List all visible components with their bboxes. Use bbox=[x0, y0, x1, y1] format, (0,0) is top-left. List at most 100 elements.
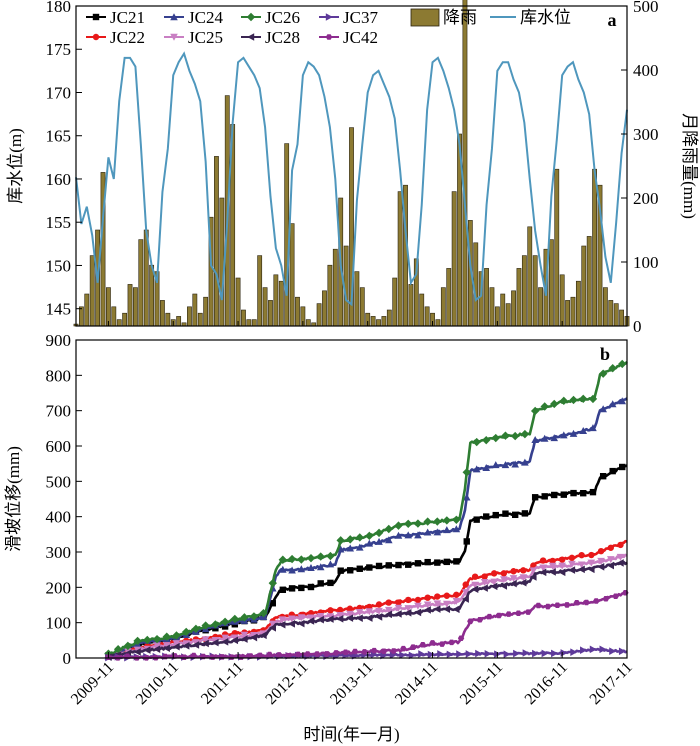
marker bbox=[361, 649, 368, 655]
marker bbox=[510, 431, 520, 441]
marker bbox=[558, 568, 566, 577]
marker bbox=[316, 613, 325, 621]
marker bbox=[568, 566, 576, 574]
marker bbox=[268, 623, 276, 632]
marker bbox=[294, 651, 302, 658]
marker bbox=[355, 543, 364, 551]
marker bbox=[500, 570, 508, 577]
rainfall-bar bbox=[268, 300, 273, 327]
marker bbox=[316, 552, 325, 561]
panel-b-frame bbox=[75, 339, 628, 659]
rainfall-bar bbox=[84, 293, 90, 327]
rainfall-bar bbox=[397, 191, 403, 327]
marker bbox=[259, 608, 268, 618]
marker bbox=[593, 598, 600, 604]
marker bbox=[394, 604, 403, 612]
marker bbox=[404, 531, 413, 539]
rainfall-bar bbox=[106, 287, 111, 327]
marker bbox=[606, 561, 614, 570]
marker bbox=[559, 396, 568, 406]
marker bbox=[423, 606, 431, 614]
legend-label: JC21 bbox=[110, 8, 145, 27]
marker bbox=[162, 642, 171, 650]
marker bbox=[597, 562, 605, 571]
marker bbox=[374, 528, 384, 538]
marker bbox=[453, 591, 460, 598]
marker bbox=[515, 610, 522, 617]
panel-label-a: a bbox=[608, 10, 617, 30]
marker bbox=[563, 602, 571, 608]
marker bbox=[461, 589, 470, 597]
marker bbox=[453, 558, 460, 565]
marker bbox=[433, 528, 442, 536]
legend-label: JC42 bbox=[343, 28, 378, 47]
marker bbox=[287, 554, 297, 564]
marker bbox=[550, 434, 559, 442]
rainfall-bar bbox=[505, 303, 511, 327]
marker bbox=[535, 602, 542, 609]
rainfall-bar bbox=[359, 287, 365, 327]
marker bbox=[461, 595, 469, 603]
marker bbox=[375, 607, 383, 615]
marker bbox=[462, 581, 469, 588]
marker bbox=[472, 437, 481, 447]
marker bbox=[511, 511, 519, 519]
marker bbox=[549, 557, 556, 565]
marker bbox=[437, 650, 445, 658]
marker bbox=[452, 597, 461, 605]
marker bbox=[325, 13, 333, 21]
x-tick-label: 2015-11 bbox=[457, 659, 506, 708]
marker bbox=[569, 429, 578, 437]
marker bbox=[573, 599, 580, 606]
marker bbox=[325, 34, 333, 40]
marker bbox=[211, 638, 219, 647]
y-tick-label: 800 bbox=[46, 366, 72, 385]
marker bbox=[419, 642, 427, 648]
marker bbox=[172, 640, 181, 648]
marker bbox=[558, 562, 566, 570]
rainfall-bar bbox=[548, 239, 554, 327]
marker bbox=[540, 434, 549, 442]
y-tick-label: 400 bbox=[46, 508, 72, 527]
rainfall-bar bbox=[116, 319, 122, 327]
rainfall-bar bbox=[354, 271, 360, 327]
marker bbox=[484, 649, 492, 658]
marker bbox=[608, 400, 617, 408]
rainfall-bar bbox=[489, 287, 495, 327]
marker bbox=[541, 493, 548, 500]
rainfall-bar bbox=[435, 319, 441, 327]
rainfall-bar bbox=[559, 274, 565, 327]
marker bbox=[279, 565, 287, 573]
rainfall-bar bbox=[532, 255, 538, 327]
rainfall-bar bbox=[581, 245, 587, 327]
left-tick-label: 150 bbox=[46, 256, 72, 275]
rainfall-bar bbox=[376, 319, 381, 327]
rainfall-bar bbox=[251, 319, 257, 327]
marker bbox=[133, 636, 142, 646]
marker bbox=[424, 594, 431, 601]
marker bbox=[619, 463, 626, 471]
marker bbox=[551, 649, 559, 658]
marker bbox=[384, 536, 393, 544]
marker bbox=[509, 579, 517, 588]
x-tick-label: 2014-11 bbox=[392, 659, 441, 708]
marker bbox=[162, 632, 171, 641]
marker bbox=[622, 590, 629, 596]
marker bbox=[599, 472, 607, 480]
rainfall-bar bbox=[176, 316, 182, 327]
rainfall-bar bbox=[127, 284, 133, 327]
marker bbox=[434, 559, 441, 566]
rainfall-bar bbox=[149, 264, 155, 327]
marker bbox=[541, 649, 549, 658]
marker bbox=[539, 557, 547, 564]
marker bbox=[618, 359, 627, 369]
rainfall-bar bbox=[619, 309, 624, 327]
marker bbox=[511, 460, 519, 468]
marker bbox=[490, 582, 498, 591]
rainfall-bar bbox=[451, 191, 457, 327]
marker bbox=[529, 567, 538, 575]
marker bbox=[456, 650, 464, 658]
marker bbox=[408, 651, 416, 660]
marker bbox=[278, 616, 287, 624]
marker bbox=[231, 636, 239, 645]
